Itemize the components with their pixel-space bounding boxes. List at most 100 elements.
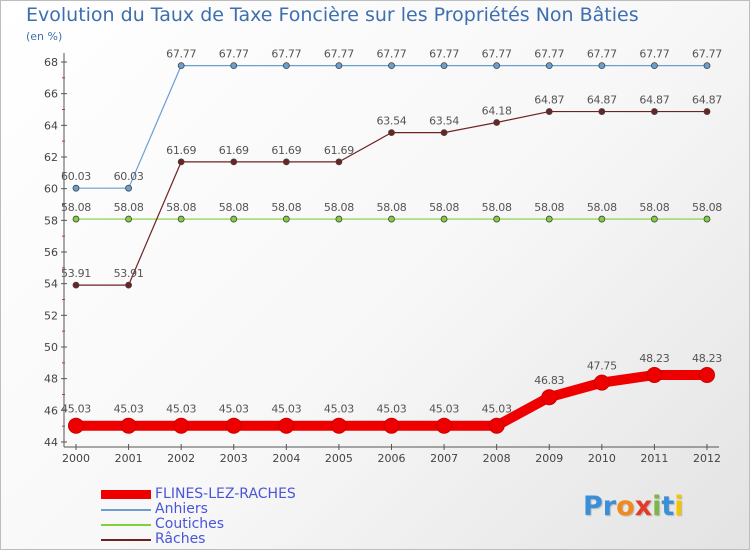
x-tick-label: 2009 [535,452,563,465]
data-label: 67.77 [534,48,564,61]
data-label: 58.08 [429,201,459,214]
data-point [703,108,711,115]
y-tick-label: 56 [44,246,58,259]
data-point [330,417,347,434]
data-label: 61.69 [271,144,301,157]
data-label: 53.91 [114,267,144,280]
data-point [230,158,238,166]
data-point [282,215,290,223]
y-tick-label: 48 [44,373,58,386]
data-label: 48.23 [692,352,722,365]
legend-swatch [101,490,151,499]
data-label: 67.77 [324,48,354,61]
data-label: 58.08 [61,201,91,214]
chart-title: Evolution du Taux de Taxe Foncière sur l… [26,4,639,26]
x-tick-label: 2008 [483,452,511,465]
data-point [388,129,395,137]
x-tick-label: 2012 [693,452,721,465]
data-label: 67.77 [271,48,301,61]
data-point [177,158,185,166]
data-label: 58.08 [324,201,354,214]
y-tick-label: 50 [44,341,58,354]
legend-swatch [101,524,151,526]
data-point [545,215,553,223]
logo-letter: x [634,491,653,522]
data-label: 45.03 [271,403,301,416]
data-label: 61.69 [219,144,249,157]
data-point [335,158,343,166]
data-label: 58.08 [692,201,722,214]
y-tick-label: 66 [44,88,58,101]
data-label: 63.54 [429,115,459,128]
data-point [440,62,448,70]
y-tick-label: 54 [44,278,58,291]
data-point [598,108,606,115]
y-tick-label: 62 [44,151,58,164]
data-point [388,215,395,223]
data-point [383,417,400,434]
legend-label: Anhiers [155,501,208,517]
data-label: 63.54 [377,115,407,128]
data-point [593,374,610,391]
data-label: 45.03 [61,403,91,416]
data-label: 64.87 [587,94,617,107]
data-point [493,215,501,223]
legend-swatch [101,509,151,511]
data-label: 64.87 [534,94,564,107]
y-tick-label: 68 [44,56,58,69]
data-point [177,215,185,223]
data-label: 46.83 [534,374,564,387]
data-point [651,108,658,115]
legend-swatch [101,539,151,541]
x-tick-label: 2003 [220,452,248,465]
data-label: 45.03 [324,403,354,416]
data-label: 67.77 [482,48,512,61]
x-tick-label: 2011 [640,452,668,465]
data-label: 60.03 [114,170,144,183]
data-point [120,417,137,434]
data-point [282,62,290,70]
data-label: 58.08 [219,201,249,214]
data-point [440,215,448,223]
y-tick-label: 60 [44,183,58,196]
data-point [72,184,80,192]
y-tick-label: 44 [44,436,58,449]
data-label: 58.08 [166,201,196,214]
data-label: 67.77 [166,48,196,61]
logo-letter: i [674,491,684,522]
data-point [541,389,558,406]
data-label: 67.77 [219,48,249,61]
data-label: 45.03 [219,403,249,416]
data-label: 58.08 [534,201,564,214]
logo-letter: t [661,491,675,522]
data-point [68,417,84,434]
series-line-r-ches [75,110,708,286]
y-unit-label: (en %) [26,30,63,43]
data-point [646,367,663,384]
data-point [703,62,711,70]
data-label: 67.77 [692,48,722,61]
data-label: 53.91 [61,267,91,280]
data-label: 64.87 [639,94,669,107]
data-label: 64.18 [482,104,512,117]
x-tick-label: 2000 [62,452,90,465]
y-tick-label: 64 [44,119,58,132]
data-point [388,62,395,70]
data-point [651,215,658,223]
x-tick-label: 2007 [430,452,458,465]
data-label: 47.75 [587,360,617,373]
proxiti-logo: Proxiti [583,491,684,522]
x-tick-label: 2010 [588,452,616,465]
data-point [335,215,343,223]
y-tick-label: 52 [44,309,58,322]
data-point [598,62,606,70]
x-tick-label: 2004 [272,452,300,465]
data-point [72,281,80,289]
data-label: 45.03 [114,403,144,416]
data-label: 58.08 [482,201,512,214]
data-point [278,417,295,434]
data-label: 67.77 [429,48,459,61]
legend-label: Râches [155,531,206,547]
data-label: 58.08 [587,201,617,214]
